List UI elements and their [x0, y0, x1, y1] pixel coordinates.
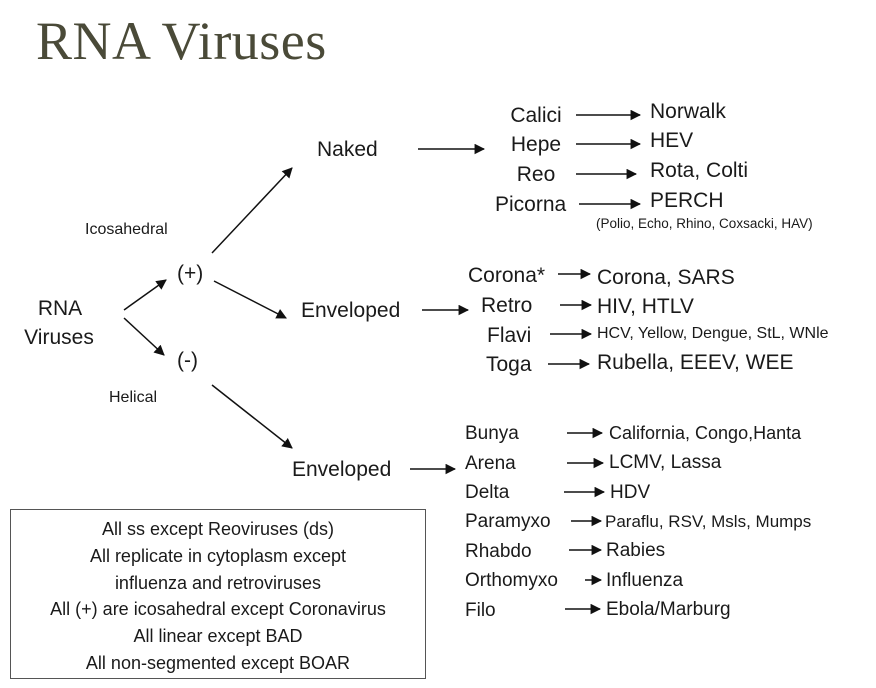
examples-corona: Corona, SARS [597, 266, 735, 289]
arrow-negative-enveloped [211, 384, 293, 449]
examples-bunya: California, Congo,Hanta [609, 423, 802, 443]
examples-orthomyxo: Influenza [606, 570, 684, 591]
root-label-line1: RNA [37, 297, 83, 320]
examples-flavi: HCV, Yellow, Dengue, StL, WNle [597, 325, 829, 342]
family-flavi: Flavi [487, 324, 532, 347]
examples-paramyxo: Paraflu, RSV, Msls, Mumps [605, 512, 812, 531]
perch-note: (Polio, Echo, Rhino, Coxsacki, HAV) [596, 216, 813, 231]
arrow-root-positive [123, 279, 167, 311]
arrow-root-negative [123, 317, 165, 356]
note-line: influenza and retroviruses [114, 572, 322, 593]
examples-filo: Ebola/Marburg [606, 599, 731, 620]
notes-box: All ss except Reoviruses (ds) All replic… [10, 509, 426, 679]
note-line: All replicate in cytoplasm except [89, 545, 347, 566]
family-filo: Filo [465, 600, 496, 621]
positive-enveloped-label: Enveloped [301, 299, 401, 322]
note-line: All linear except BAD [133, 626, 303, 647]
note-line: All (+) are icosahedral except Coronavir… [50, 599, 386, 620]
family-hepe: Hepe [510, 133, 562, 156]
examples-retro: HIV, HTLV [597, 295, 694, 318]
note-line: All non-segmented except BOAR [85, 652, 351, 673]
root-label-line2: Viruses [24, 326, 94, 349]
family-orthomyxo: Orthomyxo [465, 570, 558, 591]
helical-label: Helical [109, 389, 158, 406]
family-arena: Arena [465, 453, 516, 474]
family-picorna: Picorna [495, 193, 567, 216]
family-bunya: Bunya [465, 423, 519, 444]
positive-sense-label: (+) [177, 262, 204, 285]
page-title: RNA Viruses [36, 11, 327, 71]
examples-toga: Rubella, EEEV, WEE [597, 351, 794, 374]
examples-calici: Norwalk [650, 100, 726, 123]
negative-enveloped-label: Enveloped [292, 458, 392, 481]
examples-delta: HDV [610, 482, 651, 503]
examples-reo: Rota, Colti [650, 159, 749, 182]
family-rhabdo: Rhabdo [465, 541, 532, 562]
family-paramyxo: Paramyxo [465, 511, 551, 532]
family-calici: Calici [510, 104, 562, 127]
examples-hepe: HEV [650, 129, 694, 152]
arrow-positive-enveloped [213, 280, 287, 319]
examples-arena: LCMV, Lassa [609, 452, 722, 473]
note-line: All ss except Reoviruses (ds) [101, 519, 335, 539]
negative-sense-label: (-) [177, 349, 198, 372]
family-toga: Toga [486, 353, 532, 376]
family-corona: Corona* [468, 264, 546, 287]
naked-label: Naked [317, 138, 378, 161]
family-delta: Delta [465, 482, 510, 503]
family-retro: Retro [481, 294, 533, 317]
family-reo: Reo [516, 163, 556, 186]
icosahedral-label: Icosahedral [85, 221, 168, 238]
examples-rhabdo: Rabies [606, 540, 666, 561]
examples-picorna: PERCH [650, 189, 724, 212]
arrow-positive-naked [211, 167, 293, 254]
